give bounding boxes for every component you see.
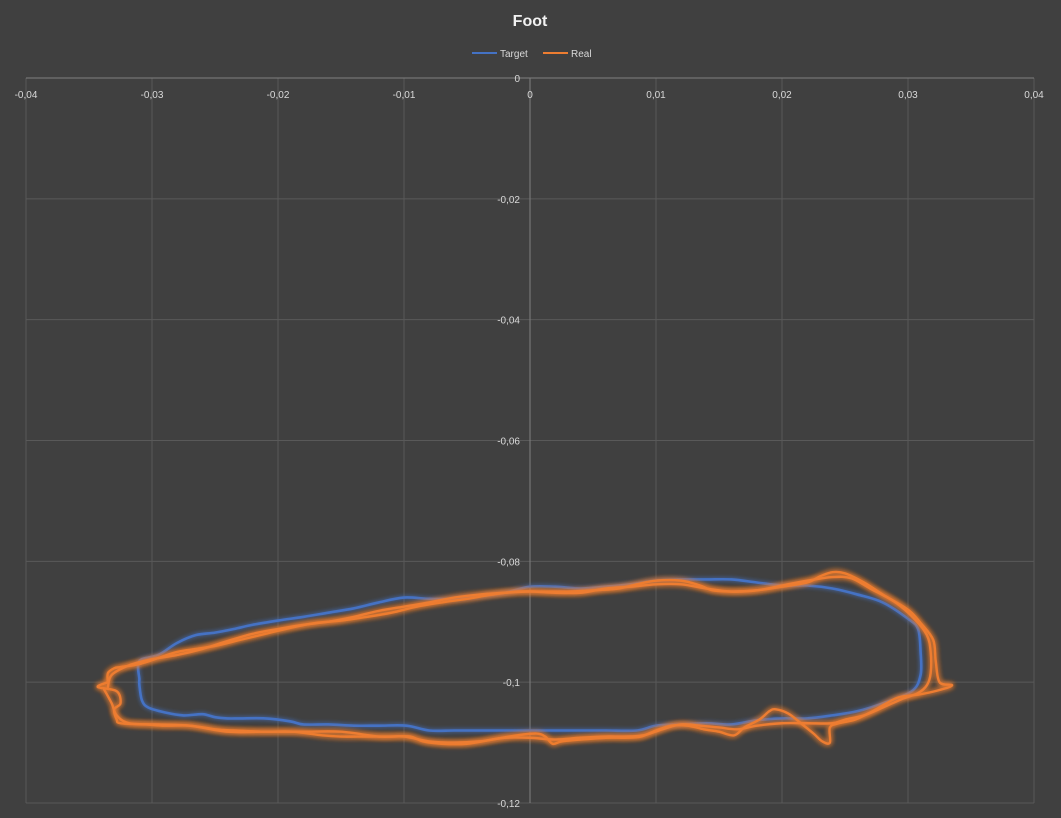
y-tick-label: -0,08 <box>497 557 520 568</box>
legend-real-label: Real <box>571 49 592 60</box>
x-tick-label: 0,01 <box>646 90 666 101</box>
tick-labels: -0,04 -0,03 -0,02 -0,01 0 0,01 0,02 0,03 0,04 0 -0… <box>15 74 1045 810</box>
x-tick-label: -0,01 <box>393 90 416 101</box>
y-tick-label: -0,02 <box>497 195 520 206</box>
x-tick-label: -0,02 <box>267 90 290 101</box>
series-real-line <box>102 575 933 744</box>
series-layer <box>96 570 954 746</box>
legend-target-label: Target <box>500 49 528 60</box>
y-tick-label: -0,12 <box>497 799 520 810</box>
series-target-line <box>136 577 923 733</box>
legend: Target Real <box>472 49 592 60</box>
x-tick-label: 0,04 <box>1024 90 1044 101</box>
x-tick-label: 0,02 <box>772 90 792 101</box>
x-tick-label: -0,04 <box>15 90 38 101</box>
x-tick-label: -0,03 <box>141 90 164 101</box>
x-tick-label: 0,03 <box>898 90 918 101</box>
y-tick-label: -0,04 <box>497 316 520 327</box>
axes <box>26 77 1034 803</box>
y-tick-label: -0,06 <box>497 437 520 448</box>
chart-title: Foot <box>513 13 548 30</box>
y-tick-label: 0 <box>514 74 520 85</box>
y-tick-label: -0,1 <box>503 678 521 689</box>
x-tick-label: 0 <box>527 90 533 101</box>
